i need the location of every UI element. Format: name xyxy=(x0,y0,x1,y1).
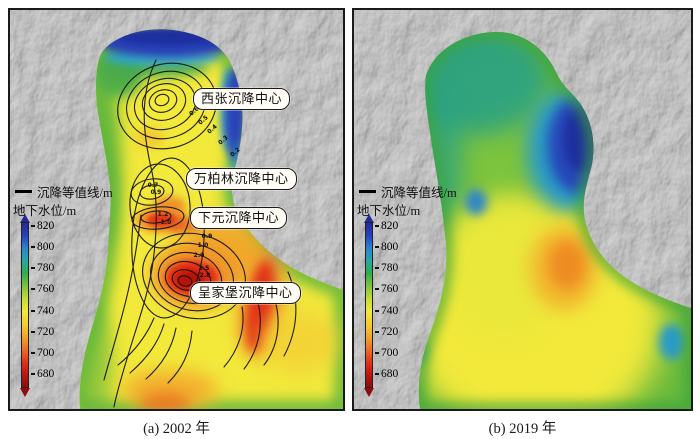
colorbar-tick xyxy=(31,310,35,312)
colorbar-tick-label: 820 xyxy=(37,219,55,232)
colorbar-tick xyxy=(375,331,379,333)
legend-contour-line xyxy=(359,190,376,193)
colorbar-tick-label: 680 xyxy=(37,367,55,380)
colorbar-tick-label: 780 xyxy=(381,261,399,274)
colorbar-tick-label: 740 xyxy=(381,304,399,317)
caption-2002: (a) 2002 年 xyxy=(143,421,210,437)
colorbar-gradient xyxy=(21,222,29,388)
colorbar-tick-label: 780 xyxy=(37,261,55,274)
colorbar-tick-label: 740 xyxy=(37,304,55,317)
subsidence-center-label-wanbailin: 万柏林沉降中心 xyxy=(186,168,297,190)
subsidence-center-label-xizhang: 西张沉降中心 xyxy=(193,88,291,110)
legend-contour: 沉降等值线/m xyxy=(359,182,457,201)
legend-contour-label: 沉降等值线/m xyxy=(381,186,457,200)
map-panel-2002: 0.6 0.5 0.4 0.3 0.2 0.7 0.9 1.2 1.0 0.9 … xyxy=(8,8,345,411)
legend-contour-label: 沉降等值线/m xyxy=(37,186,113,200)
colorbar-tick xyxy=(375,288,379,290)
colorbar-tick-label: 680 xyxy=(381,367,399,380)
colorbar-up-arrow xyxy=(364,214,374,223)
colorbar-tick xyxy=(31,225,35,227)
contour-value-label: 1.0 xyxy=(161,219,172,226)
colorbar-tick-label: 820 xyxy=(381,219,399,232)
colorbar-tick-label: 700 xyxy=(381,346,399,359)
colorbar-down-arrow xyxy=(364,388,374,397)
colorbar-tick xyxy=(375,310,379,312)
map-canvas-2019 xyxy=(354,10,691,409)
map-canvas-2002: 0.6 0.5 0.4 0.3 0.2 0.7 0.9 1.2 1.0 0.9 … xyxy=(10,10,343,409)
colorbar-tick xyxy=(31,288,35,290)
colorbar-down-arrow xyxy=(20,388,30,397)
colorbar-tick xyxy=(375,267,379,269)
colorbar: 820 800 780 760 740 720 700 680 xyxy=(363,214,411,402)
colorbar-tick-label: 700 xyxy=(37,346,55,359)
colorbar-tick xyxy=(375,225,379,227)
colorbar-tick xyxy=(31,246,35,248)
contour-value-label: 1.0 xyxy=(198,242,209,249)
colorbar-gradient xyxy=(365,222,373,388)
colorbar-tick-label: 760 xyxy=(37,282,55,295)
contour-value-label: 0.7 xyxy=(148,182,159,189)
colorbar-tick xyxy=(375,246,379,248)
subsidence-center-label-chengjiabu: 呈家堡沉降中心 xyxy=(190,282,301,304)
colorbar-tick xyxy=(31,331,35,333)
legend-contour-line xyxy=(15,190,32,193)
colorbar-tick xyxy=(375,352,379,354)
contour-value-label: 1.2 xyxy=(158,211,169,218)
colorbar-up-arrow xyxy=(20,214,30,223)
colorbar-tick-label: 800 xyxy=(37,240,55,253)
map-panel-2019: 沉降等值线/m 地下水位/m 820 800 780 760 740 720 7… xyxy=(352,8,693,411)
colorbar-tick-label: 720 xyxy=(381,325,399,338)
colorbar-tick xyxy=(31,352,35,354)
caption-2019: (b) 2019 年 xyxy=(488,421,557,437)
colorbar-tick-label: 760 xyxy=(381,282,399,295)
contour-value-label: 2.8 xyxy=(200,272,211,279)
contour-value-label: 0.9 xyxy=(202,233,213,240)
subsidence-center-label-xiayuan: 下元沉降中心 xyxy=(190,207,288,229)
colorbar-tick xyxy=(31,267,35,269)
colorbar: 820 800 780 760 740 720 700 680 xyxy=(19,214,67,402)
colorbar-tick xyxy=(31,373,35,375)
colorbar-tick xyxy=(375,373,379,375)
contour-value-label: 0.9 xyxy=(151,189,162,196)
colorbar-tick-label: 800 xyxy=(381,240,399,253)
contour-value-label: 2.0 xyxy=(194,252,205,259)
contour-value-label: 2.5 xyxy=(199,265,210,272)
legend-contour: 沉降等值线/m xyxy=(15,182,113,201)
colorbar-tick-label: 720 xyxy=(37,325,55,338)
